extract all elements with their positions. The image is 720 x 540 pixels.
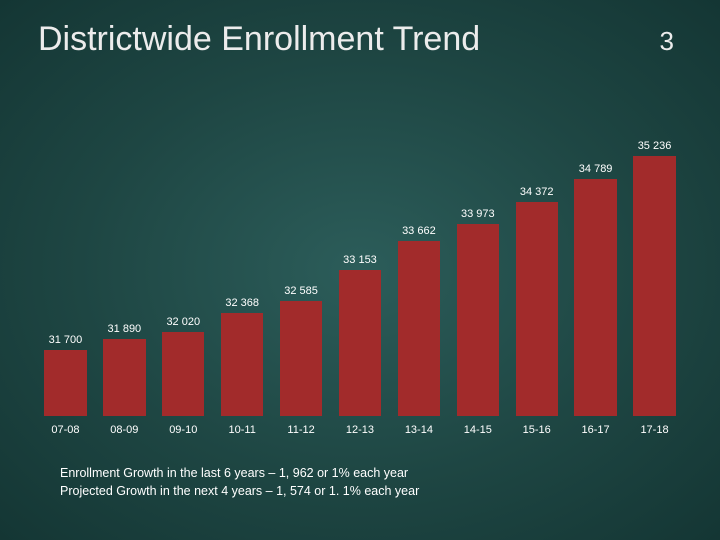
bar-value-label: 34 372 [520,186,554,198]
bar-slot: 32 368 [213,140,272,416]
bar-slot: 31 890 [95,140,154,416]
x-axis-label: 15-16 [507,418,566,440]
bar-value-label: 33 662 [402,225,436,237]
bar-value-label: 31 890 [108,323,142,335]
bar [103,339,145,416]
x-axis-label: 11-12 [272,418,331,440]
bar [339,270,381,416]
caption-line-1: Enrollment Growth in the last 6 years – … [60,464,419,482]
bar [633,156,675,416]
x-axis-label: 08-09 [95,418,154,440]
bar-value-label: 32 368 [225,297,259,309]
bar [516,202,558,416]
bar-value-label: 32 585 [284,285,318,297]
bar-slot: 33 973 [448,140,507,416]
bar-value-label: 33 153 [343,254,377,266]
bar [221,313,263,416]
bar-slot: 33 662 [389,140,448,416]
x-axis-labels: 07-0808-0909-1010-1111-1212-1313-1414-15… [36,418,684,440]
x-axis-label: 07-08 [36,418,95,440]
bar [44,350,86,416]
bar [398,241,440,416]
bar-slot: 32 020 [154,140,213,416]
x-axis-label: 12-13 [331,418,390,440]
bar-slot: 35 236 [625,140,684,416]
bar-value-label: 35 236 [638,140,672,152]
bar-value-label: 33 973 [461,208,495,220]
bar-value-label: 34 789 [579,163,613,175]
x-axis-label: 14-15 [448,418,507,440]
x-axis-label: 09-10 [154,418,213,440]
caption-line-2: Projected Growth in the next 4 years – 1… [60,482,419,500]
bar-slot: 34 789 [566,140,625,416]
x-axis-label: 17-18 [625,418,684,440]
bar-value-label: 31 700 [49,334,83,346]
bar-slot: 32 585 [272,140,331,416]
bar [162,332,204,416]
x-axis-label: 10-11 [213,418,272,440]
bar-slot: 31 700 [36,140,95,416]
bar-value-label: 32 020 [166,316,200,328]
x-axis-label: 16-17 [566,418,625,440]
page-number: 3 [660,20,680,57]
slide: Districtwide Enrollment Trend 3 31 70031… [0,0,720,540]
title-row: Districtwide Enrollment Trend 3 [0,0,720,59]
bar-slot: 34 372 [507,140,566,416]
bar [280,301,322,416]
bar-chart: 31 700 31 890 32 020 32 368 32 585 33 153 33 6… [36,140,684,440]
page-title: Districtwide Enrollment Trend [38,20,480,59]
bars-region: 31 700 31 890 32 020 32 368 32 585 33 153 33 6… [36,140,684,416]
bar [457,224,499,416]
bar-slot: 33 153 [331,140,390,416]
caption: Enrollment Growth in the last 6 years – … [60,464,419,500]
x-axis-label: 13-14 [389,418,448,440]
bar [574,179,616,416]
